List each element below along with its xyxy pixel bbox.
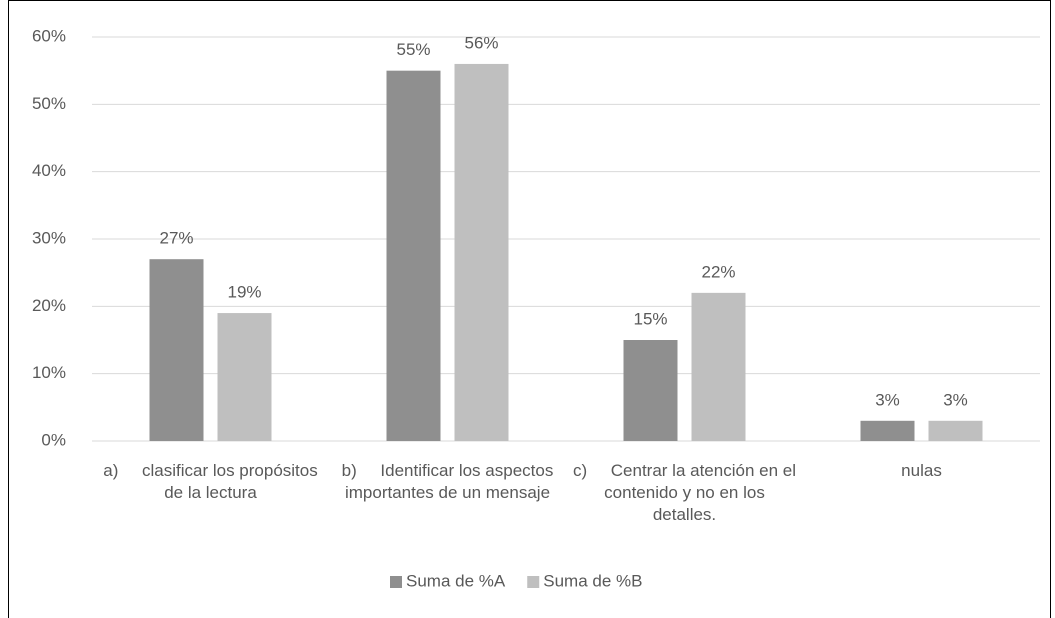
y-tick-label: 60% [32, 26, 66, 45]
chart-border [8, 0, 1051, 618]
y-tick-label: 10% [32, 363, 66, 382]
bar [386, 70, 441, 442]
legend-swatch [527, 576, 540, 588]
x-tick-label: b) Identificar los aspectos importantes … [341, 461, 559, 502]
data-label: 19% [227, 283, 261, 302]
data-label: 55% [396, 40, 430, 59]
data-label: 15% [633, 309, 667, 328]
bar [149, 259, 204, 441]
x-tick-label: a) clasificar los propósitos de la lectu… [103, 461, 323, 502]
data-label: 3% [875, 390, 900, 409]
y-tick-label: 0% [41, 430, 66, 449]
bar [928, 420, 983, 441]
data-label: 56% [464, 33, 498, 52]
legend-swatch [390, 576, 402, 588]
data-label: 22% [701, 262, 735, 281]
y-tick-label: 50% [32, 94, 66, 113]
x-tick-label: c) Centrar la atención en el contenido y… [572, 461, 801, 524]
bar [454, 63, 509, 441]
bar [860, 420, 915, 441]
y-tick-label: 40% [32, 161, 66, 180]
legend-label: Suma de %B [543, 571, 642, 590]
bar [217, 313, 272, 441]
legend-label: Suma de %A [406, 571, 506, 590]
data-label: 3% [943, 390, 968, 409]
bar [623, 340, 678, 441]
data-label: 27% [159, 229, 193, 248]
bar [691, 292, 746, 441]
y-tick-label: 30% [32, 228, 66, 247]
x-tick-label: nulas [901, 461, 942, 480]
y-tick-label: 20% [32, 296, 66, 315]
